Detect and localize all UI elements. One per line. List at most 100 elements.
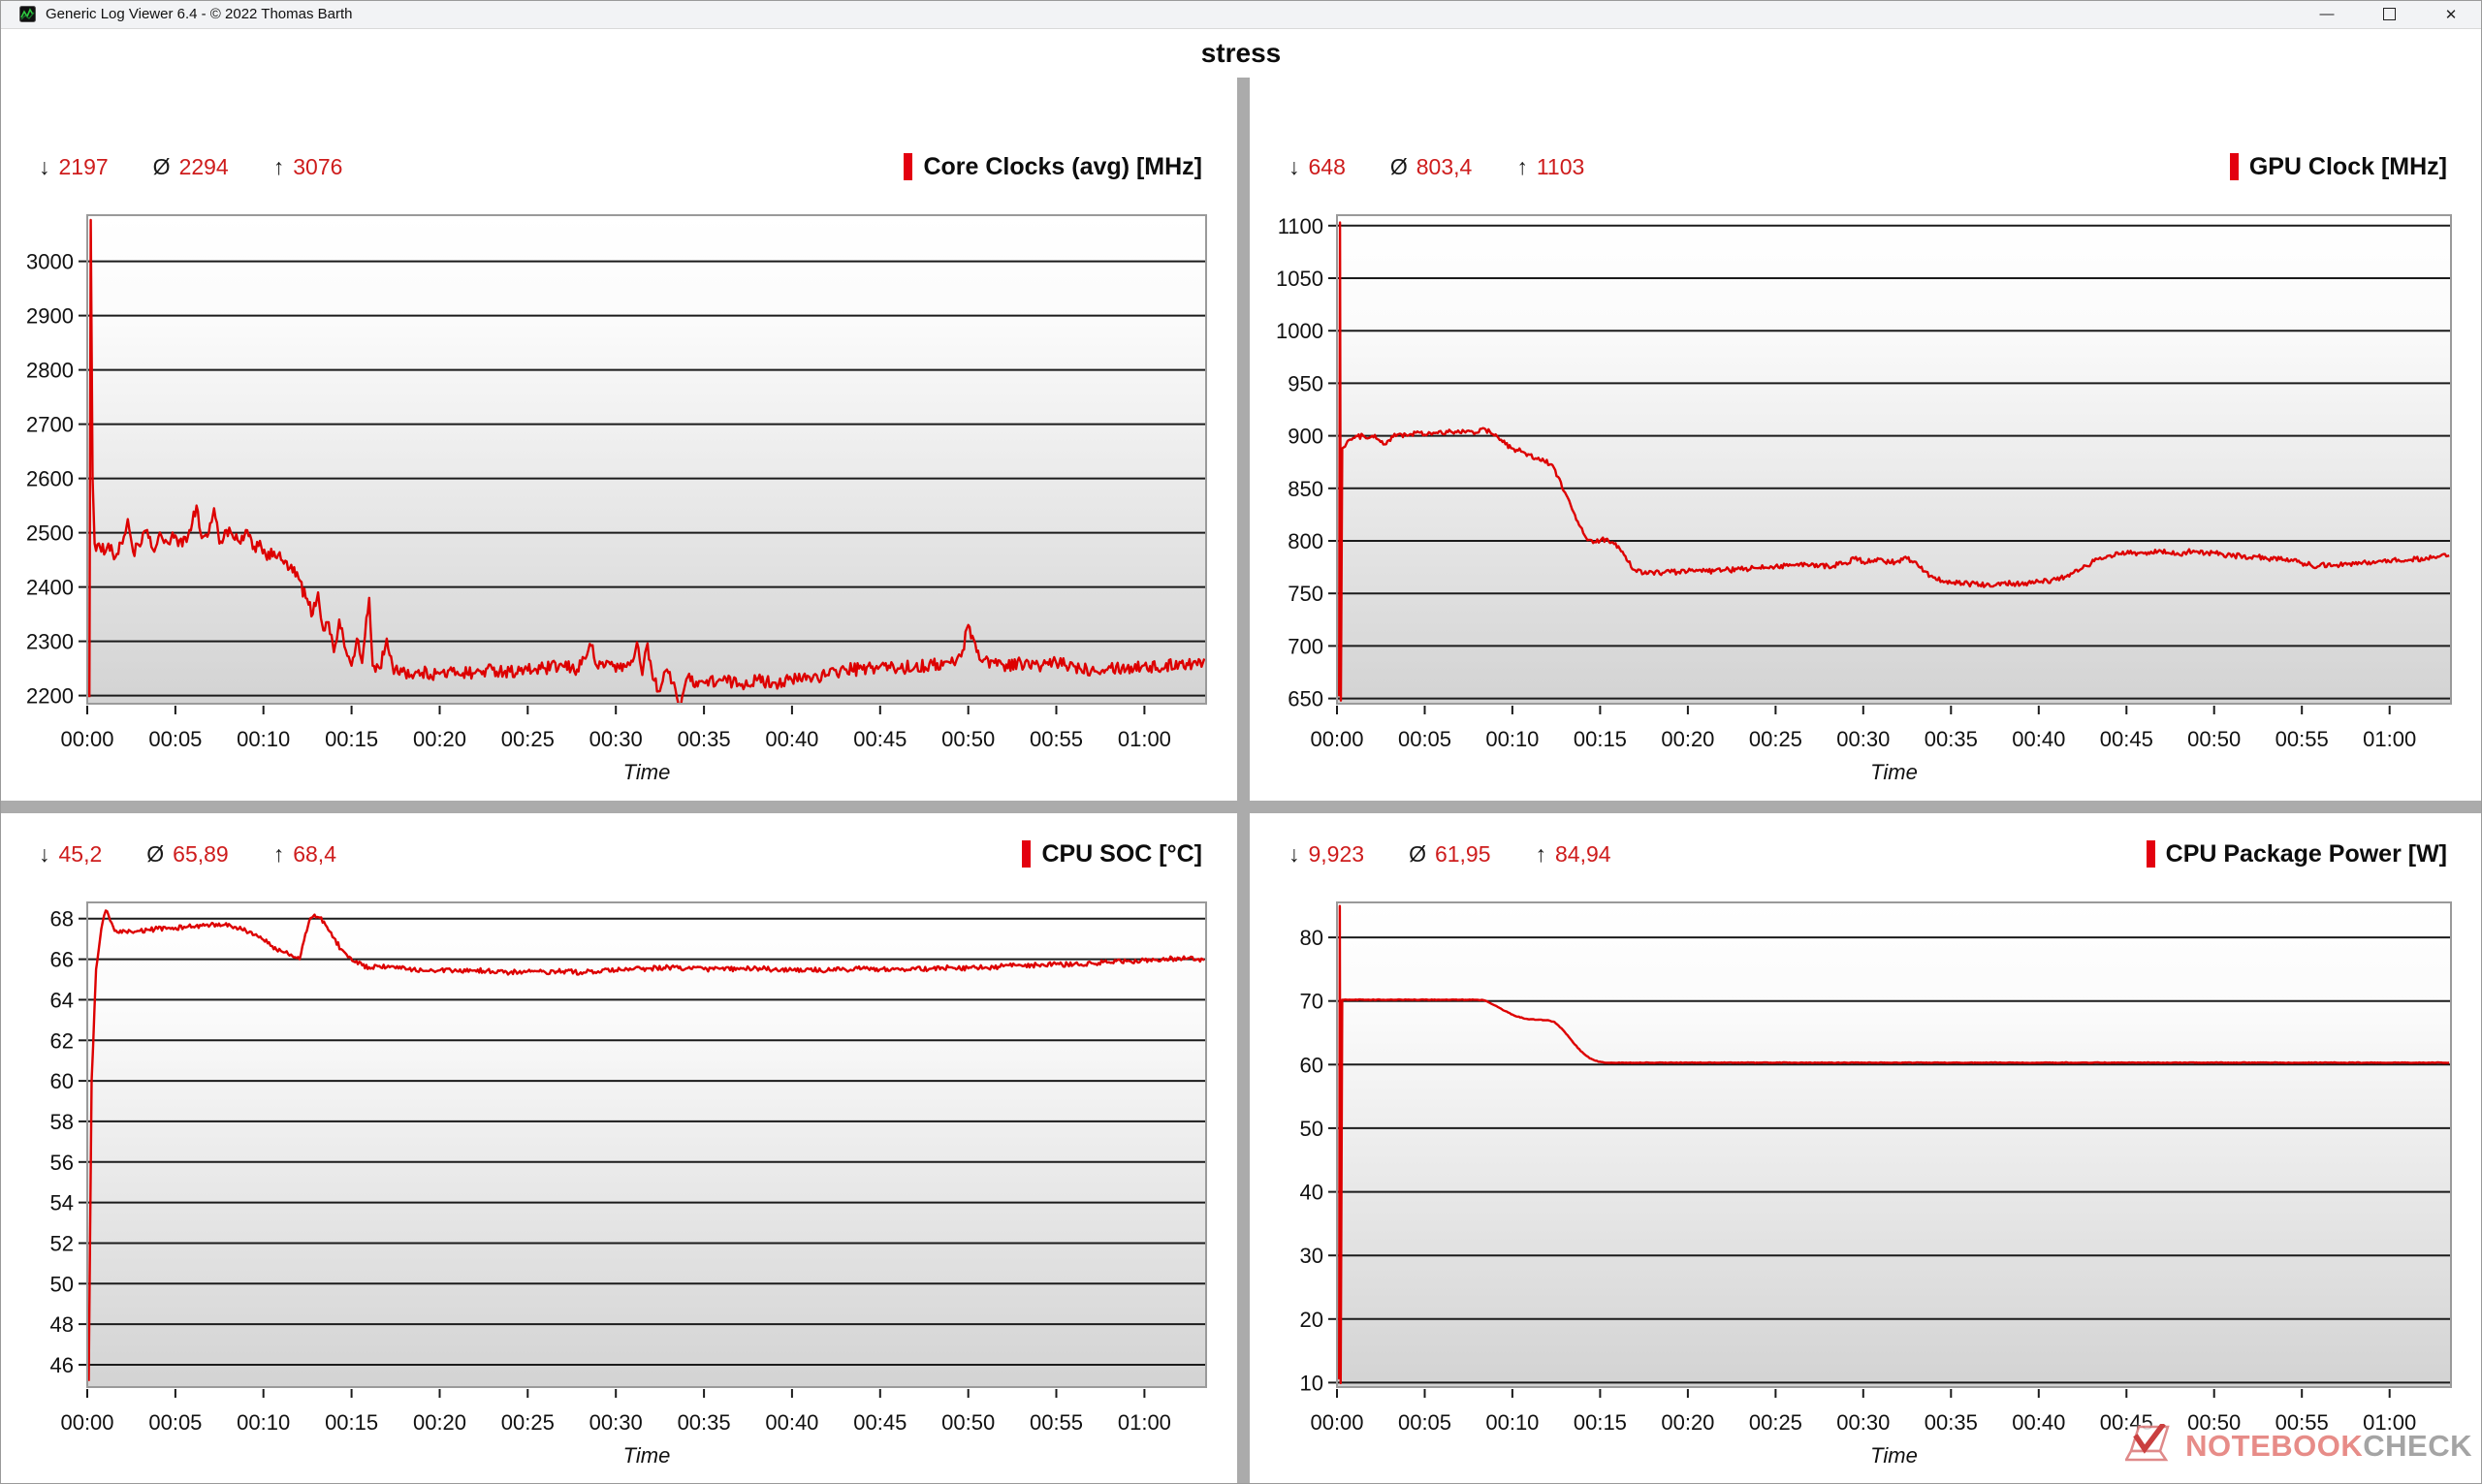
average-icon: Ø	[1389, 153, 1408, 179]
svg-text:2700: 2700	[26, 413, 74, 437]
svg-text:00:50: 00:50	[2187, 727, 2241, 751]
svg-text:00:55: 00:55	[1030, 727, 1083, 751]
min-arrow-icon: ↓	[39, 840, 50, 867]
stat-avg: Ø 2294	[153, 154, 229, 180]
stat-max-value: 84,94	[1555, 840, 1611, 867]
svg-text:850: 850	[1288, 477, 1323, 501]
svg-text:70: 70	[1300, 990, 1323, 1014]
chart-area: 46 48 50 52 54 56 58 60 62 64 66 68 00:00 00:05 00:10 0…	[0, 873, 1237, 1484]
svg-text:62: 62	[50, 1028, 74, 1053]
min-arrow-icon: ↓	[1289, 840, 1300, 867]
cpu-package-power-chart[interactable]: 10 20 30 40 50 60 70 80 00:00 00:05 00:10 00:15 00:2…	[1250, 873, 2482, 1484]
svg-text:00:10: 00:10	[237, 1410, 290, 1435]
chart-area: 650 700 750 800 850 900 950 1000 1050 1100 00:00 00…	[1250, 186, 2482, 801]
svg-text:00:40: 00:40	[765, 1410, 818, 1435]
minimize-button[interactable]: —	[2296, 0, 2358, 28]
svg-text:00:30: 00:30	[1836, 727, 1890, 751]
series-legend-marker	[2146, 840, 2155, 868]
svg-text:00:55: 00:55	[1030, 1410, 1083, 1435]
svg-text:58: 58	[50, 1110, 74, 1134]
svg-text:00:25: 00:25	[501, 727, 555, 751]
svg-text:50: 50	[1300, 1117, 1323, 1141]
stat-min-value: 9,923	[1308, 840, 1365, 867]
chart-title-text: CPU Package Power [W]	[2165, 839, 2447, 868]
svg-text:00:05: 00:05	[148, 727, 202, 751]
panel-core-clocks: ↓ 2197 Ø 2294 ↑ 3076 Core Clocks (avg) […	[0, 78, 1237, 801]
stat-avg: Ø 61,95	[1409, 841, 1490, 868]
laptop-check-icon	[2125, 1424, 2170, 1462]
core-clocks-chart[interactable]: 2200 2300 2400 2500 2600 2700 2800 2900 3000 00:0…	[0, 186, 1237, 801]
panel-cpu-soc: ↓ 45,2 Ø 65,89 ↑ 68,4 CPU SOC [°C] 46 48 5…	[0, 813, 1237, 1484]
svg-text:Time: Time	[1870, 760, 1918, 784]
cpu-soc-chart[interactable]: 46 48 50 52 54 56 58 60 62 64 66 68 00:00 00:05 00:10 0…	[0, 873, 1237, 1484]
series-legend-marker	[2229, 153, 2239, 180]
svg-text:2900: 2900	[26, 304, 74, 329]
svg-text:00:50: 00:50	[941, 1410, 995, 1435]
maximize-button[interactable]	[2358, 0, 2420, 28]
stats-row: ↓ 45,2 Ø 65,89 ↑ 68,4 CPU SOC [°C]	[0, 835, 1237, 873]
svg-text:2500: 2500	[26, 521, 74, 546]
svg-text:1000: 1000	[1276, 319, 1323, 343]
average-icon: Ø	[146, 840, 165, 867]
stat-min-value: 45,2	[58, 840, 103, 867]
svg-text:00:30: 00:30	[589, 727, 643, 751]
svg-text:00:05: 00:05	[148, 1410, 202, 1435]
svg-text:00:20: 00:20	[1661, 727, 1714, 751]
svg-text:68: 68	[50, 907, 74, 931]
gpu-clock-chart[interactable]: 650 700 750 800 850 900 950 1000 1050 1100 00:00 00…	[1250, 186, 2482, 801]
svg-text:00:50: 00:50	[941, 727, 995, 751]
minimize-icon: —	[2319, 6, 2335, 22]
svg-text:00:15: 00:15	[1574, 727, 1627, 751]
title-bar[interactable]: Generic Log Viewer 6.4 - © 2022 Thomas B…	[0, 0, 2482, 29]
svg-text:00:30: 00:30	[1836, 1410, 1890, 1435]
panel-gpu-clock: ↓ 648 Ø 803,4 ↑ 1103 GPU Clock [MHz] 650…	[1250, 78, 2482, 801]
svg-text:60: 60	[50, 1069, 74, 1093]
stat-min: ↓ 648	[1289, 154, 1346, 180]
min-arrow-icon: ↓	[39, 153, 50, 179]
svg-text:80: 80	[1300, 926, 1323, 950]
series-legend-marker	[904, 153, 913, 180]
chart-title: Core Clocks (avg) [MHz]	[904, 153, 1202, 181]
svg-text:00:15: 00:15	[325, 727, 378, 751]
svg-text:00:25: 00:25	[1749, 1410, 1802, 1435]
close-button[interactable]: ✕	[2420, 0, 2482, 28]
stat-max: ↑ 1103	[1516, 154, 1584, 180]
stats-row: ↓ 648 Ø 803,4 ↑ 1103 GPU Clock [MHz]	[1250, 147, 2482, 186]
stat-min-value: 2197	[58, 153, 109, 179]
chart-area: 2200 2300 2400 2500 2600 2700 2800 2900 3000 00:0…	[0, 186, 1237, 801]
max-arrow-icon: ↑	[1535, 840, 1547, 867]
svg-text:50: 50	[50, 1272, 74, 1296]
stat-avg: Ø 803,4	[1390, 154, 1472, 180]
svg-text:00:45: 00:45	[2100, 727, 2153, 751]
svg-text:00:15: 00:15	[1574, 1410, 1627, 1435]
log-header: stress	[0, 29, 2482, 78]
svg-text:01:00: 01:00	[1118, 1410, 1171, 1435]
svg-text:00:00: 00:00	[60, 727, 113, 751]
svg-text:00:35: 00:35	[1925, 727, 1978, 751]
stat-max: ↑ 84,94	[1536, 841, 1611, 868]
svg-text:10: 10	[1300, 1371, 1323, 1395]
svg-text:00:05: 00:05	[1398, 727, 1451, 751]
svg-text:46: 46	[50, 1353, 74, 1377]
series-legend-marker	[1022, 840, 1032, 868]
svg-text:Time: Time	[623, 1443, 671, 1468]
stat-avg-value: 803,4	[1416, 153, 1473, 179]
svg-text:00:00: 00:00	[1310, 1410, 1363, 1435]
svg-text:00:40: 00:40	[2012, 1410, 2065, 1435]
svg-text:60: 60	[1300, 1053, 1323, 1077]
svg-text:00:40: 00:40	[765, 727, 818, 751]
stat-avg-value: 61,95	[1434, 840, 1491, 867]
stat-avg: Ø 65,89	[146, 841, 228, 868]
chart-grid: ↓ 2197 Ø 2294 ↑ 3076 Core Clocks (avg) […	[0, 78, 2482, 1484]
svg-text:00:35: 00:35	[1925, 1410, 1978, 1435]
max-arrow-icon: ↑	[272, 840, 285, 867]
min-arrow-icon: ↓	[1289, 153, 1300, 179]
window-title: Generic Log Viewer 6.4 - © 2022 Thomas B…	[46, 6, 353, 22]
svg-text:650: 650	[1288, 687, 1323, 711]
stat-min: ↓ 9,923	[1289, 841, 1364, 868]
notebookcheck-watermark: NOTEBOOK CHECK	[2125, 1424, 2472, 1468]
stat-max-value: 68,4	[293, 840, 336, 867]
watermark-check-text: CHECK	[2363, 1429, 2472, 1463]
svg-text:00:25: 00:25	[501, 1410, 555, 1435]
svg-text:950: 950	[1288, 371, 1323, 395]
